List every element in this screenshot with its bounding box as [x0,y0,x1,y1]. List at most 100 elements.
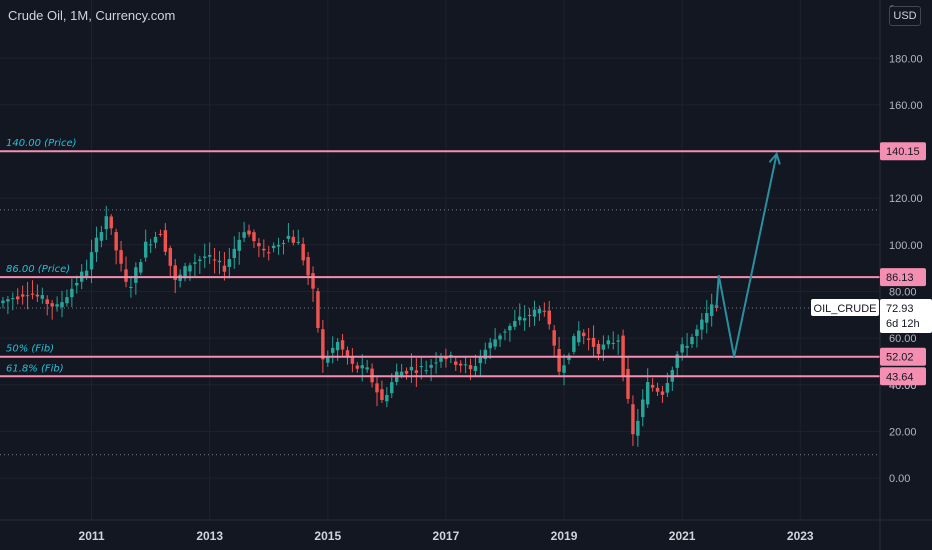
candle-body [227,259,232,267]
candle-body [25,295,30,297]
candle-body [409,366,414,371]
candle-body [114,232,118,251]
candle-body [50,303,54,307]
candle-body [458,363,463,366]
candle-body [419,366,424,368]
y-tick-label: 100.00 [889,240,923,252]
candle-body [621,335,625,376]
candle-body [350,356,355,364]
candle-body [404,370,409,374]
candle-body [434,362,438,364]
candle-body [252,232,256,242]
candle-body [429,364,433,368]
candle-body [94,237,99,253]
candle-body [271,245,276,249]
candle-body [237,239,241,251]
projection-path [715,151,781,357]
x-tick-label: 2013 [196,529,223,543]
candle-body [55,304,59,307]
candle-body [321,329,325,360]
candle-body [473,366,478,371]
candle-body [493,339,497,347]
candle-body [650,384,655,388]
axis-level-badge [880,347,926,366]
axis-level-label: 140.15 [886,146,920,158]
candle-body [316,291,320,328]
candle-body [626,368,630,399]
level-annotation: 86.00 (Price) [6,264,70,275]
candle-body [439,356,443,362]
candle-body [267,252,271,254]
candle-body [203,256,207,258]
x-tick-label: 2011 [79,529,105,543]
candle-body [522,318,527,321]
candle-body [705,313,709,323]
candle-body [468,365,473,370]
candle-body [143,241,148,258]
symbol-tag-label: OIL_CRUDE [814,303,877,315]
axis-level-badge [880,367,926,386]
candle-body [547,310,551,325]
axis-level-label: 43.64 [886,371,914,383]
candle-body [168,248,173,266]
candle-body [542,310,547,312]
currency-button[interactable]: USD [889,6,921,26]
candle-body [611,342,615,344]
candle-body [577,330,581,343]
candle-body [89,252,94,270]
candle-body [212,259,217,261]
candle-body [390,382,394,394]
candle-body [198,259,202,262]
candle-body [40,295,45,299]
candle-body [173,265,177,280]
x-tick-label: 2019 [551,529,578,543]
candle-body [345,350,350,358]
candle-body [291,236,296,243]
candle-body [498,335,502,340]
candle-body [355,365,360,369]
candle-body [665,382,670,393]
x-tick-label: 2021 [669,529,696,543]
candle-body [30,293,35,295]
candle-body [552,330,556,346]
y-tick-label: 120.00 [889,193,923,205]
candle-body [139,262,143,273]
candle-body [660,391,665,395]
candle-body [709,304,714,316]
x-tick-label: 2023 [787,529,814,543]
candle-body [399,371,404,376]
x-tick-label: 2015 [314,529,341,543]
candle-body [488,342,492,349]
candle-body [124,269,128,282]
candle-body [631,404,635,435]
y-tick-label: 60.00 [889,333,917,345]
candle-body [326,356,330,363]
candle-body [222,265,227,272]
candle-body [232,248,236,259]
candle-body [257,242,261,247]
candle-body [45,299,49,304]
candle-body [463,364,468,366]
candle-body [75,283,79,286]
candlestick-series [1,205,719,447]
candle-body [380,389,384,401]
candle-body [483,349,488,359]
candle-body [444,356,448,360]
candle-body [262,248,266,251]
y-tick-label: 180.00 [889,53,923,65]
candle-body [148,244,153,246]
candle-body [695,329,699,337]
candle-body [6,299,10,302]
candle-body [360,365,364,369]
candle-body [104,216,109,230]
candle-body [1,300,5,304]
candle-body [296,241,300,243]
candle-body [335,341,340,351]
candle-body [537,308,542,314]
axis-level-label: 52.02 [886,352,914,364]
candle-body [84,270,89,277]
candle-body [424,370,428,372]
y-tick-label: 80.00 [889,286,917,298]
candle-body [596,343,601,355]
